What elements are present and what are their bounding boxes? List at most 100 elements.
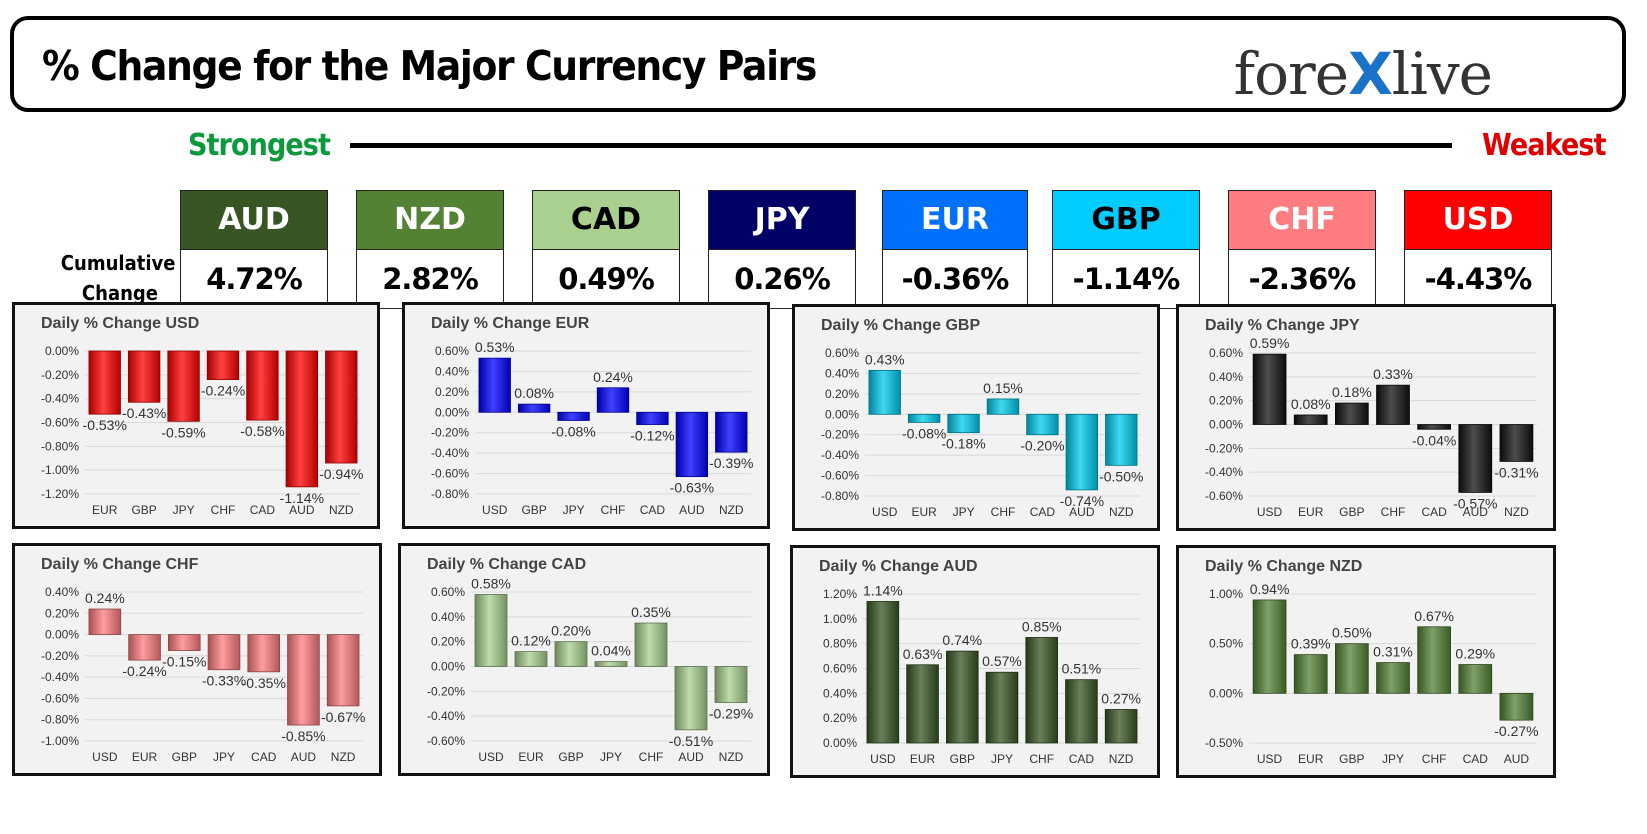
data-label: 0.24% — [593, 369, 633, 385]
data-label: -0.63% — [670, 480, 714, 496]
data-label: 0.43% — [865, 351, 905, 367]
x-tick-label: AUD — [1069, 505, 1095, 519]
y-tick-label: -0.60% — [821, 469, 859, 483]
y-tick-label: 1.20% — [823, 587, 857, 601]
y-tick-label: -0.60% — [41, 691, 79, 705]
y-tick-label: -0.40% — [41, 392, 79, 406]
bar — [1417, 626, 1452, 694]
bar — [1417, 424, 1452, 430]
currency-box-1: AUD 4.72% — [180, 190, 328, 309]
x-tick-label: NZD — [719, 503, 744, 517]
y-tick-label: -1.00% — [41, 734, 79, 748]
currency-box-2: NZD 2.82% — [356, 190, 504, 309]
data-label: -0.12% — [630, 428, 674, 444]
bar — [206, 350, 240, 381]
bar — [1499, 424, 1534, 462]
y-tick-label: -0.60% — [41, 416, 79, 430]
data-label: -0.51% — [669, 733, 713, 749]
y-tick-label: -0.40% — [427, 709, 465, 723]
chart-title: Daily % Change USD — [41, 315, 200, 332]
bar — [1376, 662, 1410, 694]
data-label: -0.08% — [902, 425, 946, 441]
y-tick-label: 0.00% — [45, 628, 79, 642]
currency-code: USD — [1405, 191, 1551, 250]
y-tick-label: -0.40% — [41, 670, 79, 684]
data-label: 0.67% — [1414, 608, 1454, 624]
currency-code: JPY — [709, 191, 855, 250]
y-tick-label: 0.00% — [823, 736, 857, 750]
bar — [1334, 402, 1369, 425]
bar — [127, 350, 161, 403]
bar — [866, 601, 900, 744]
bar — [285, 350, 319, 488]
daily-change-gbp-chart: 0.60% 0.40% 0.20% 0.00% -0.20% -0.40% -0.60% -0… — [821, 346, 1143, 519]
data-label: 0.12% — [511, 633, 551, 649]
bar — [88, 608, 122, 635]
chart-title: Daily % Change JPY — [1205, 317, 1360, 334]
x-tick-label: CAD — [1030, 505, 1056, 519]
data-label: 0.57% — [982, 653, 1022, 669]
y-tick-label: -0.20% — [821, 428, 859, 442]
chart-panel-usd: Daily % Change USD 0.00% -0.20% -0.40% -0.6… — [12, 302, 380, 529]
daily-change-cad-chart: 0.60% 0.40% 0.20% 0.00% -0.20% -0.40% -0.60% 0.… — [427, 575, 753, 764]
y-tick-label: -0.20% — [41, 368, 79, 382]
x-tick-label: CAD — [640, 503, 666, 517]
bar — [514, 651, 548, 667]
chart-title: Daily % Change NZD — [1205, 558, 1363, 575]
y-tick-label: -0.40% — [1205, 465, 1243, 479]
x-tick-label: NZD — [1109, 752, 1134, 766]
bar — [1252, 353, 1287, 425]
data-label: 0.04% — [591, 643, 631, 659]
y-tick-label: 0.20% — [825, 387, 859, 401]
y-tick-label: 0.40% — [435, 364, 469, 378]
data-label: -0.50% — [1099, 468, 1143, 484]
x-tick-label: EUR — [911, 505, 937, 519]
y-tick-label: 0.40% — [825, 366, 859, 380]
currency-box-4: JPY 0.26% — [708, 190, 856, 309]
data-label: 0.39% — [1291, 636, 1331, 652]
bar — [287, 634, 320, 726]
data-label: 0.53% — [475, 339, 515, 355]
cumulative-change-label: Cumulative Change — [61, 248, 176, 308]
x-tick-label: NZD — [1109, 505, 1134, 519]
y-tick-label: -0.80% — [821, 489, 859, 503]
data-label: -0.58% — [240, 423, 284, 439]
x-tick-label: CHF — [601, 503, 626, 517]
y-tick-label: -0.20% — [1205, 441, 1243, 455]
y-tick-label: 1.00% — [1209, 587, 1243, 601]
y-tick-label: -0.60% — [427, 734, 465, 748]
x-tick-label: JPY — [173, 503, 195, 517]
daily-change-usd-chart: 0.00% -0.20% -0.40% -0.60% -0.80% -1.00% -1.20… — [41, 344, 363, 517]
y-tick-label: -1.00% — [41, 463, 79, 477]
forexlive-logo[interactable]: foreXlive — [1234, 40, 1493, 108]
bar — [1293, 414, 1328, 425]
x-tick-label: CAD — [251, 750, 277, 764]
y-tick-label: -0.80% — [41, 439, 79, 453]
currency-cumulative-value: 4.72% — [206, 262, 303, 296]
y-tick-label: 0.20% — [431, 635, 465, 649]
bar — [326, 634, 360, 707]
y-tick-label: -0.40% — [431, 446, 469, 460]
x-tick-label: GBP — [950, 752, 975, 766]
data-label: -0.24% — [122, 663, 166, 679]
x-tick-label: CAD — [1463, 752, 1489, 766]
bar — [167, 350, 200, 422]
data-label: -0.43% — [122, 405, 166, 421]
x-tick-label: USD — [1257, 752, 1283, 766]
data-label: 0.85% — [1022, 618, 1062, 634]
chart-title: Daily % Change CHF — [41, 556, 199, 573]
bar — [1065, 679, 1098, 744]
data-label: -0.94% — [319, 466, 363, 482]
data-label: -0.59% — [161, 424, 205, 440]
data-label: -0.08% — [551, 423, 595, 439]
data-label: 0.50% — [1332, 625, 1372, 641]
y-tick-label: 0.00% — [431, 660, 465, 674]
data-label: 0.29% — [1455, 646, 1495, 662]
data-label: -0.74% — [1060, 493, 1104, 509]
bar — [474, 594, 508, 667]
x-tick-label: GBP — [172, 750, 197, 764]
strength-scale-line — [350, 143, 1452, 148]
y-tick-label: 0.50% — [1209, 637, 1243, 651]
chart-panel-chf: Daily % Change CHF 0.40% 0.20% 0.00% -0.20%… — [12, 543, 382, 776]
x-tick-label: USD — [478, 750, 504, 764]
